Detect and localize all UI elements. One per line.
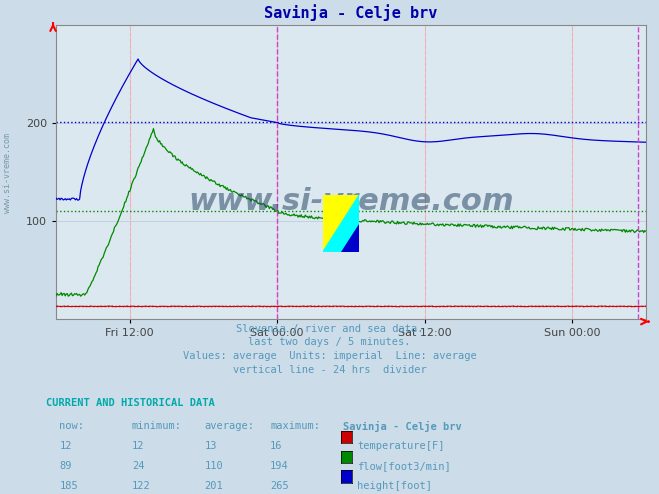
Text: 89: 89	[59, 461, 72, 471]
Text: 265: 265	[270, 481, 289, 491]
Polygon shape	[323, 195, 359, 252]
Polygon shape	[323, 195, 359, 252]
Text: 16: 16	[270, 441, 283, 451]
Text: height[foot]: height[foot]	[357, 481, 432, 491]
Text: last two days / 5 minutes.: last two days / 5 minutes.	[248, 337, 411, 347]
Title: Savinja - Celje brv: Savinja - Celje brv	[264, 4, 438, 21]
Text: average:: average:	[204, 421, 254, 431]
Text: 12: 12	[132, 441, 144, 451]
Text: 185: 185	[59, 481, 78, 491]
Text: maximum:: maximum:	[270, 421, 320, 431]
Text: 24: 24	[132, 461, 144, 471]
Text: 201: 201	[204, 481, 223, 491]
Text: CURRENT AND HISTORICAL DATA: CURRENT AND HISTORICAL DATA	[46, 398, 215, 408]
Text: www.si-vreme.com: www.si-vreme.com	[3, 133, 13, 213]
Text: now:: now:	[59, 421, 84, 431]
Text: temperature[F]: temperature[F]	[357, 441, 445, 451]
Text: 12: 12	[59, 441, 72, 451]
Text: www.si-vreme.com: www.si-vreme.com	[188, 187, 514, 215]
Polygon shape	[341, 223, 359, 252]
Text: flow[foot3/min]: flow[foot3/min]	[357, 461, 451, 471]
Text: 13: 13	[204, 441, 217, 451]
Text: Values: average  Units: imperial  Line: average: Values: average Units: imperial Line: av…	[183, 351, 476, 361]
Text: minimum:: minimum:	[132, 421, 182, 431]
Text: 110: 110	[204, 461, 223, 471]
Text: Savinja - Celje brv: Savinja - Celje brv	[343, 421, 461, 432]
Text: 122: 122	[132, 481, 150, 491]
Text: 194: 194	[270, 461, 289, 471]
Text: Slovenia / river and sea data.: Slovenia / river and sea data.	[236, 324, 423, 333]
Text: vertical line - 24 hrs  divider: vertical line - 24 hrs divider	[233, 365, 426, 375]
